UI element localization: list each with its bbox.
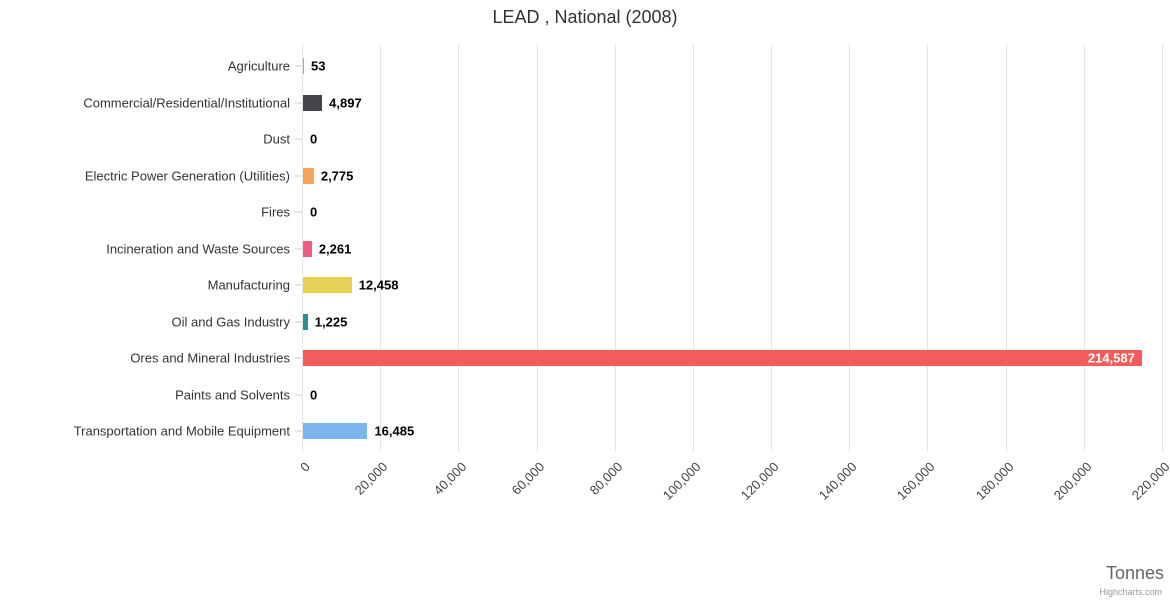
bar[interactable] bbox=[303, 167, 314, 184]
y-axis-tick bbox=[295, 284, 302, 286]
gridline bbox=[614, 45, 616, 452]
value-label: 0 bbox=[310, 387, 318, 403]
x-axis-tick-label: 60,000 bbox=[508, 458, 548, 498]
highcharts-credit[interactable]: Highcharts.com bbox=[1099, 587, 1162, 597]
gridline bbox=[1162, 45, 1163, 452]
bar[interactable] bbox=[303, 58, 304, 75]
y-axis-tick bbox=[295, 102, 302, 104]
x-axis-tick-label: 80,000 bbox=[586, 458, 626, 498]
category-label: Incineration and Waste Sources bbox=[106, 241, 290, 257]
category-label: Oil and Gas Industry bbox=[171, 314, 291, 330]
x-axis-tick-label: 160,000 bbox=[894, 458, 939, 503]
y-axis-tick bbox=[295, 138, 302, 140]
y-axis-tick bbox=[295, 430, 302, 432]
y-axis-tick bbox=[295, 394, 302, 396]
x-axis-tick-label: 220,000 bbox=[1128, 458, 1170, 503]
gridline bbox=[536, 45, 538, 452]
gridline bbox=[302, 45, 303, 452]
y-axis-tick bbox=[295, 357, 302, 359]
gridline bbox=[771, 45, 773, 452]
value-label: 2,261 bbox=[318, 241, 352, 257]
x-axis-tick-label: 100,000 bbox=[659, 458, 704, 503]
x-axis-tick-label: 180,000 bbox=[972, 458, 1017, 503]
value-label: 16,485 bbox=[374, 423, 415, 439]
category-label: Ores and Mineral Industries bbox=[130, 350, 290, 366]
bar[interactable] bbox=[303, 313, 308, 330]
value-label: 0 bbox=[310, 131, 318, 147]
y-axis-tick bbox=[295, 321, 302, 323]
x-axis-tick-label: 0 bbox=[296, 458, 313, 475]
value-label: 0 bbox=[310, 204, 318, 220]
x-axis-tick-label: 200,000 bbox=[1050, 458, 1095, 503]
y-axis-tick bbox=[295, 211, 302, 213]
x-axis-tick-label: 140,000 bbox=[816, 458, 860, 503]
x-axis-title: Tonnes bbox=[1105, 563, 1164, 583]
category-label: Transportation and Mobile Equipment bbox=[73, 423, 290, 439]
category-label: Fires bbox=[261, 204, 290, 220]
category-label: Manufacturing bbox=[207, 277, 290, 293]
bar[interactable] bbox=[303, 350, 1142, 367]
category-label: Commercial/Residential/Institutional bbox=[83, 95, 290, 111]
y-axis-tick bbox=[295, 248, 302, 250]
bar[interactable] bbox=[303, 423, 368, 440]
bar[interactable] bbox=[303, 240, 312, 257]
gridline bbox=[1083, 45, 1085, 452]
value-label: 1,225 bbox=[314, 314, 348, 330]
category-label: Paints and Solvents bbox=[175, 387, 290, 403]
gridline bbox=[692, 45, 694, 452]
category-label: Electric Power Generation (Utilities) bbox=[84, 168, 290, 184]
bar[interactable] bbox=[303, 94, 323, 111]
x-axis-tick-label: 40,000 bbox=[430, 458, 469, 498]
gridline bbox=[927, 45, 929, 452]
value-label: 4,897 bbox=[329, 95, 362, 111]
category-label: Dust bbox=[263, 131, 290, 147]
category-label: Agriculture bbox=[227, 58, 290, 74]
y-axis-tick bbox=[295, 175, 302, 177]
gridline bbox=[849, 45, 851, 452]
chart-title: LEAD , National (2008) bbox=[492, 7, 678, 27]
value-label: 12,458 bbox=[358, 277, 399, 293]
bar[interactable] bbox=[303, 277, 352, 294]
value-label: 2,775 bbox=[320, 168, 354, 184]
x-axis-tick-label: 20,000 bbox=[352, 458, 391, 498]
x-axis-tick-label: 120,000 bbox=[737, 458, 782, 503]
value-label: 53 bbox=[311, 58, 326, 74]
y-axis-tick bbox=[295, 65, 302, 67]
gridline bbox=[1005, 45, 1007, 452]
gridline bbox=[458, 45, 460, 452]
value-label: 214,587 bbox=[1087, 350, 1135, 366]
gridline bbox=[380, 45, 382, 452]
